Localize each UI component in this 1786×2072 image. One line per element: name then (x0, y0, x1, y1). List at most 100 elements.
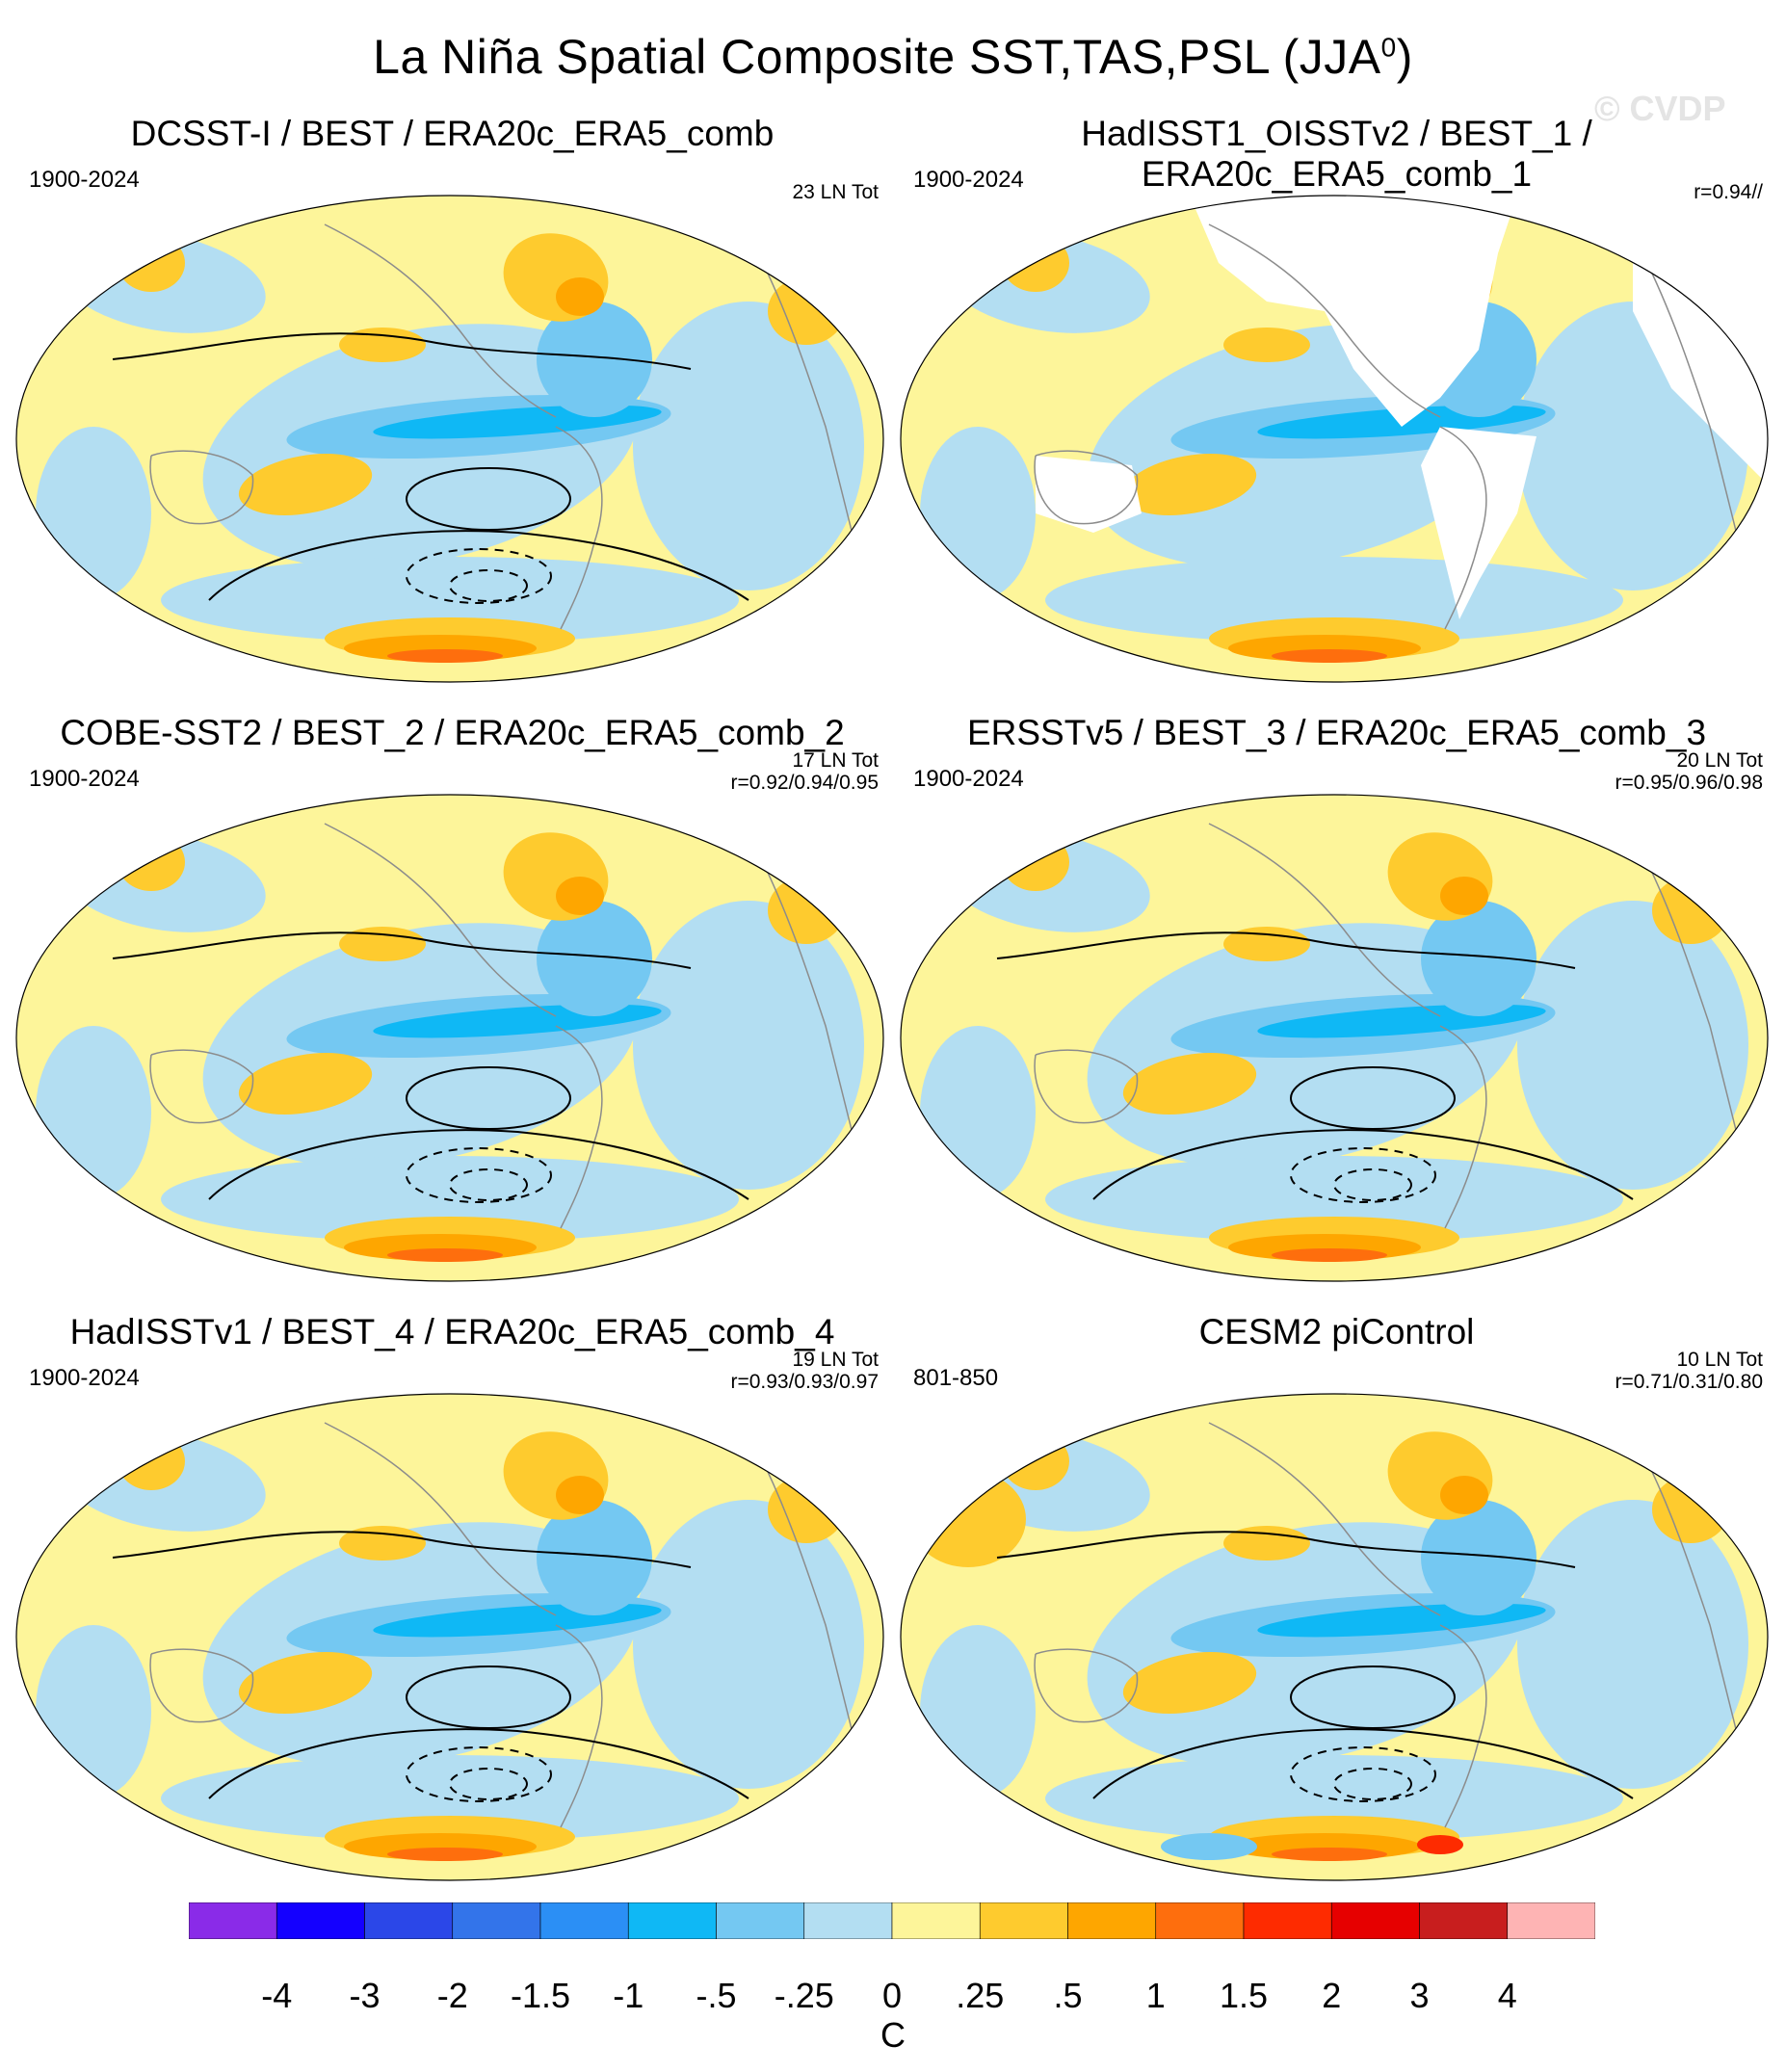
coastline (757, 252, 855, 543)
coastline (1642, 1451, 1740, 1742)
psl-contour-positive (1290, 1665, 1456, 1729)
colorbar-tick-label: 2 (1322, 1976, 1342, 2015)
colorbar-swatch (1330, 1902, 1420, 1939)
map-border (900, 794, 1769, 1282)
psl-contour-positive (406, 467, 571, 531)
sst-anomaly-region (537, 1500, 652, 1615)
coastline (1439, 426, 1487, 630)
coastline (555, 1025, 603, 1229)
world-map (15, 1393, 884, 1881)
panel-count: 20 LN Tot (1676, 749, 1763, 772)
panel-correlation: r=0.95/0.96/0.98 (1615, 772, 1763, 794)
colorbar-swatch (1155, 1902, 1245, 1939)
sst-anomaly-region (920, 427, 1036, 600)
warm-anomaly (339, 927, 426, 961)
coastline (1034, 1648, 1139, 1723)
map-border (15, 1393, 884, 1881)
panel-years: 1900-2024 (29, 1365, 140, 1391)
warm-anomaly (1223, 927, 1310, 961)
coastline (1208, 223, 1441, 418)
psl-contour-negative (449, 1168, 528, 1201)
panel-stats: 17 LN Tot r=0.92/0.94/0.95 (730, 749, 879, 794)
map-panel-hadisstv1: HadISSTv1 / BEST_4 / ERA20c_ERA5_comb_4 … (12, 1312, 893, 1904)
figure-title: La Niña Spatial Composite SST,TAS,PSL (J… (373, 30, 1413, 84)
colorbar-labels: -4 -3 -2 -1.5 -1 -.5 -.25 0 .25 .5 1 1.5 2 3 4 (0, 1976, 1786, 2015)
panel-title: CESM2 piControl (1198, 1312, 1475, 1351)
warm-anomaly (1440, 877, 1488, 915)
panel-correlation: r=0.92/0.94/0.95 (730, 772, 879, 794)
psl-contour-negative (1290, 1746, 1436, 1802)
cold-anomaly (1161, 1833, 1257, 1860)
psl-contour-negative (449, 569, 528, 602)
map-border (900, 195, 1769, 683)
psl-contour-negative (406, 1746, 552, 1802)
colorbar-swatch (539, 1902, 629, 1939)
colorbar-tick-label: 1 (1145, 1976, 1166, 2015)
colorbar-tick-label: -2 (436, 1976, 468, 2015)
colorbar-tick-label: -1.5 (510, 1976, 571, 2015)
coastline (1034, 1049, 1139, 1124)
panel-title: HadISST1_OISSTv2 / BEST_1 / ERA20c_ERA5_… (1081, 114, 1592, 194)
panel-years: 1900-2024 (29, 167, 140, 193)
sst-anomaly-region (36, 1026, 151, 1199)
sst-anomaly-region (1421, 1500, 1536, 1615)
warm-anomaly (339, 328, 426, 362)
psl-contour (208, 530, 749, 601)
warm-anomaly (1272, 1848, 1387, 1861)
colorbar-swatch (1419, 1902, 1509, 1939)
psl-contour (1092, 1129, 1634, 1200)
world-map (900, 794, 1769, 1282)
coastline (1208, 1422, 1441, 1616)
warm-anomaly (1440, 1476, 1488, 1514)
psl-contour (208, 1728, 749, 1799)
colorbar-tick-label: -3 (349, 1976, 381, 2015)
warm-anomaly (556, 1476, 604, 1514)
sst-anomaly-region (1517, 901, 1748, 1190)
coastline (149, 1049, 254, 1124)
colorbar-swatch (1243, 1902, 1332, 1939)
psl-contour (996, 1531, 1576, 1568)
panel-years: 801-850 (913, 1365, 999, 1391)
coastline (1439, 1025, 1487, 1229)
warm-anomaly (1122, 1652, 1257, 1714)
warm-anomaly (1417, 1835, 1463, 1854)
map-panel-hadisst1-oisstv2: HadISST1_OISSTv2 / BEST_1 / ERA20c_ERA5_… (896, 114, 1777, 706)
coastline (149, 450, 254, 525)
panel-stats: r=0.94// (1694, 181, 1763, 203)
psl-contour (996, 931, 1576, 969)
warm-anomaly (238, 454, 373, 515)
colorbar-swatch (189, 1902, 277, 1939)
panel-stats: 23 LN Tot (792, 181, 879, 203)
coastline (1208, 823, 1441, 1017)
colorbar-unit: C (880, 2015, 906, 2055)
colorbar-swatch (979, 1902, 1068, 1939)
panel-correlation: r=0.71/0.31/0.80 (1615, 1371, 1763, 1393)
panel-count: 19 LN Tot (792, 1349, 879, 1371)
colorbar-swatch (1507, 1902, 1595, 1939)
panel-title: HadISSTv1 / BEST_4 / ERA20c_ERA5_comb_4 (69, 1312, 835, 1351)
warm-anomaly (1652, 1476, 1729, 1543)
colorbar-swatch (891, 1902, 981, 1939)
colorbar-swatch (627, 1902, 717, 1939)
psl-contour (208, 1129, 749, 1200)
coastline (1439, 1624, 1487, 1828)
colorbar-tick-label: 1.5 (1219, 1976, 1269, 2015)
sst-anomaly-region (633, 901, 864, 1190)
colorbar-tick-label: .25 (956, 1976, 1005, 2015)
coastline (1642, 852, 1740, 1142)
sst-anomaly-region (1517, 1500, 1748, 1789)
psl-contour-negative (1290, 1147, 1436, 1203)
panel-stats: 10 LN Tot r=0.71/0.31/0.80 (1615, 1349, 1763, 1393)
psl-contour-negative (1333, 1768, 1412, 1800)
coastline (757, 852, 855, 1142)
warm-anomaly (339, 1526, 426, 1561)
sst-anomaly-region (537, 302, 652, 417)
psl-contour-negative (1333, 1168, 1412, 1201)
coastline (324, 223, 557, 418)
warm-anomaly (556, 277, 604, 316)
warm-anomaly (1122, 1053, 1257, 1115)
coastline (555, 426, 603, 630)
panel-years: 1900-2024 (29, 766, 140, 792)
psl-contour-positive (406, 1665, 571, 1729)
colorbar-tick-label: 3 (1409, 1976, 1430, 2015)
